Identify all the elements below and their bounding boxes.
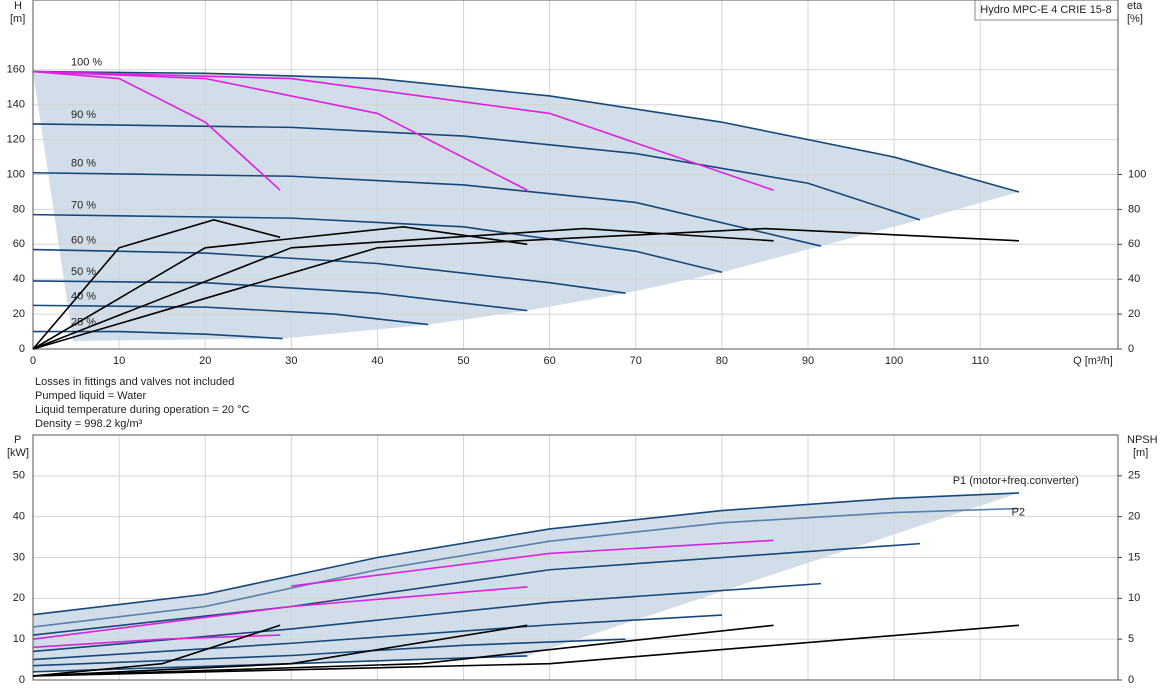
- x-tick-label: 80: [716, 355, 728, 367]
- plot-frame: [32, 0, 1119, 350]
- curve: [32, 171, 822, 247]
- curve-label: 100 %: [71, 56, 102, 68]
- curve: [32, 586, 528, 640]
- operating-area: [33, 71, 1019, 342]
- operating-area: [33, 492, 1019, 672]
- plot-frame: [32, 434, 1119, 681]
- curve: [32, 582, 821, 653]
- curve: [32, 226, 528, 350]
- y2-tick-label: 100: [1128, 168, 1146, 180]
- x-tick-label: 0: [30, 355, 36, 367]
- y2-tick-label: 0: [1128, 674, 1134, 686]
- y-tick-label: 120: [7, 134, 25, 146]
- y2-tick-label: 20: [1128, 511, 1140, 523]
- x-tick-label: 20: [199, 355, 211, 367]
- x-tick-label: 70: [630, 355, 642, 367]
- y2-axis-label: eta: [1127, 0, 1143, 12]
- y2-axis-unit: [%]: [1127, 13, 1143, 25]
- curve: [32, 70, 774, 191]
- y-tick-label: 160: [7, 64, 25, 76]
- y2-tick-label: 20: [1128, 308, 1140, 320]
- curve: [32, 492, 1020, 616]
- x-tick-label: 40: [371, 355, 383, 367]
- y-axis-unit: [kW]: [7, 447, 29, 459]
- y2-tick-label: 60: [1128, 238, 1140, 250]
- curve: [32, 507, 1019, 628]
- y2-tick-label: 25: [1128, 470, 1140, 482]
- y-tick-label: 80: [13, 203, 25, 215]
- note: Losses in fittings and valves not includ…: [35, 376, 234, 388]
- curve: [32, 280, 528, 312]
- curve: [32, 542, 921, 636]
- curve: [32, 227, 774, 350]
- y-tick-label: 100: [7, 168, 25, 180]
- curve: [32, 123, 921, 221]
- x-axis-label: Q [m³/h]: [1073, 355, 1113, 367]
- curve: [32, 70, 281, 191]
- y-tick-label: 140: [7, 99, 25, 111]
- curve-label: 50 %: [71, 266, 96, 278]
- curve: [32, 70, 1020, 193]
- y-tick-label: 40: [13, 511, 25, 523]
- curve: [32, 614, 722, 661]
- y-tick-label: 30: [13, 551, 25, 563]
- curve: [291, 539, 774, 587]
- curve: [32, 70, 528, 191]
- curve-label: 70 %: [71, 200, 96, 212]
- y2-tick-label: 15: [1128, 551, 1140, 563]
- x-tick-label: 30: [285, 355, 297, 367]
- curve-label: P1 (motor+freq.converter): [953, 475, 1079, 487]
- y-tick-label: 0: [19, 674, 25, 686]
- curve: [32, 634, 281, 649]
- y-tick-label: 50: [13, 470, 25, 482]
- y2-tick-label: 0: [1128, 343, 1134, 355]
- note: Pumped liquid = Water: [35, 390, 147, 402]
- x-tick-label: 90: [802, 355, 814, 367]
- chart-title: Hydro MPC-E 4 CRIE 15-8: [980, 4, 1111, 16]
- y-axis-label: H: [14, 0, 22, 12]
- y-tick-label: 20: [13, 308, 25, 320]
- curve-label: 25 %: [71, 316, 96, 328]
- y2-tick-label: 10: [1128, 592, 1140, 604]
- y-tick-label: 10: [13, 633, 25, 645]
- y-tick-label: 40: [13, 273, 25, 285]
- y2-tick-label: 5: [1128, 633, 1134, 645]
- curve: [32, 624, 774, 677]
- y2-tick-label: 80: [1128, 203, 1140, 215]
- x-tick-label: 50: [457, 355, 469, 367]
- curve: [32, 624, 528, 677]
- y-tick-label: 0: [19, 343, 25, 355]
- curve-label: 40 %: [71, 290, 96, 302]
- curve-label: 90 %: [71, 109, 96, 121]
- curve: [32, 624, 1020, 677]
- note: Liquid temperature during operation = 20…: [35, 404, 250, 416]
- curve-label: 60 %: [71, 234, 96, 246]
- x-tick-label: 10: [113, 355, 125, 367]
- y2-axis-unit: [m]: [1133, 447, 1148, 459]
- x-tick-label: 100: [885, 355, 903, 367]
- y-axis-label: P: [14, 434, 21, 446]
- curve: [32, 304, 429, 326]
- y2-axis-label: NPSH: [1127, 434, 1158, 446]
- y-axis-unit: [m]: [10, 13, 25, 25]
- curve: [32, 248, 626, 294]
- y2-tick-label: 40: [1128, 273, 1140, 285]
- note: Density = 998.2 kg/m³: [35, 418, 143, 430]
- curve-label: P2: [1012, 506, 1025, 518]
- curve-label: 80 %: [71, 158, 96, 170]
- curve: [32, 213, 723, 273]
- x-tick-label: 60: [544, 355, 556, 367]
- y-tick-label: 60: [13, 238, 25, 250]
- x-tick-label: 110: [971, 355, 989, 367]
- y-tick-label: 20: [13, 592, 25, 604]
- curve: [32, 219, 281, 350]
- curve: [32, 227, 1020, 350]
- curve: [32, 624, 281, 677]
